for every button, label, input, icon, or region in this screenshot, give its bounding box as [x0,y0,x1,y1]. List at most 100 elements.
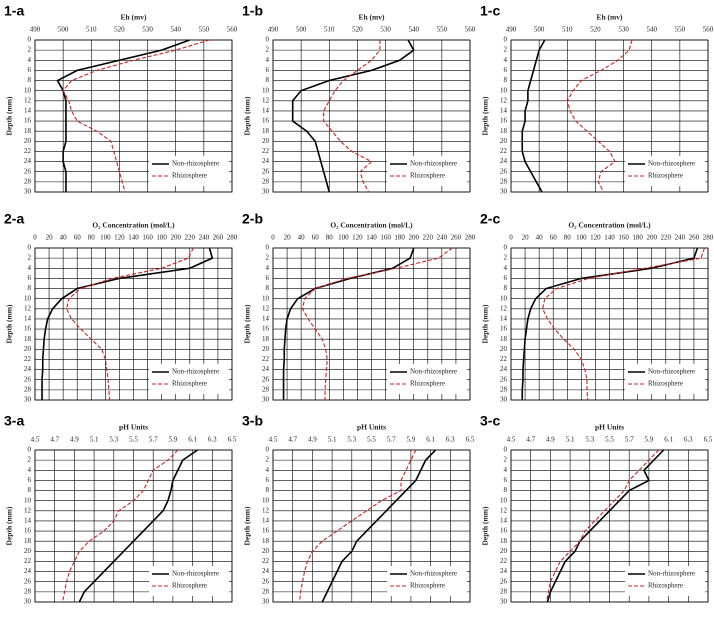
x-tick-label: 120 [590,234,601,242]
panel: 1-b Eh (mv) Depth (mm) 490 500 510 520 530 540 55… [242,3,476,196]
panel-title: 2-b [242,211,263,227]
legend-label: Non-rhizosphere [648,368,695,376]
x-tick-label: 220 [185,234,196,242]
x-tick-label: 100 [576,234,587,242]
x-tick-label: 5.5 [129,436,138,444]
y-tick-label: 2 [266,254,270,262]
legend-label: Non-rhizosphere [172,368,219,376]
x-axis-label: O₂ Concentration (mol/L) [92,221,175,230]
plot-frame [272,247,471,401]
x-tick-label: 6.3 [684,436,693,444]
x-axis-label: Eh (mv) [120,13,147,22]
x-tick-label: 140 [128,234,139,242]
x-tick-label: 490 [506,26,517,34]
x-tick-label: 5.5 [367,436,376,444]
legend-label: Rhizosphere [648,172,683,180]
legend-label: Non-rhizosphere [648,570,695,578]
x-tick-label: 560 [227,26,238,34]
series-line [41,247,214,400]
y-axis-label: Depth (mm) [481,96,490,135]
x-tick-label: 280 [465,234,476,242]
legend-box [387,156,467,186]
y-tick-label: 0 [28,244,32,252]
y-tick-label: 30 [500,188,508,196]
panel: 3-b pH Units Depth (mm) 4.5 4.7 4.9 5.1 5.3 5.5 5… [242,413,475,606]
x-tick-label: 60 [74,234,82,242]
x-tick-label: 160 [618,234,629,242]
x-tick-label: 4.5 [507,436,516,444]
y-tick-label: 8 [28,486,32,494]
x-tick-label: 6.1 [188,436,197,444]
panel: 2-a O₂ Concentration (mol/L)Depth (mm)0 20… [4,211,238,404]
y-tick-label: 24 [24,157,32,165]
y-tick-label: 16 [24,527,32,535]
y-tick-label: 28 [262,587,270,595]
y-tick-label: 4 [504,466,508,474]
panel: 2-b O₂ Concentration (mol/L)Depth (mm)0 20… [242,211,476,404]
y-tick-label: 8 [504,76,508,84]
y-tick-label: 4 [266,56,270,64]
y-tick-label: 28 [262,177,270,185]
panel-title: 1-c [480,3,500,19]
y-tick-label: 18 [500,127,508,135]
y-tick-label: 0 [504,244,508,252]
panel: 1-a Eh (mv) Depth (mm) 490 500 510 520 530 540 55… [4,3,238,196]
y-tick-label: 20 [24,137,32,145]
y-axis-label: Depth (mm) [243,506,252,545]
panel-title: 1-a [4,3,24,19]
legend-label: Non-rhizosphere [410,160,457,168]
y-tick-label: 12 [500,304,508,312]
x-tick-label: 520 [114,26,125,34]
y-tick-label: 24 [500,567,508,575]
x-tick-label: 560 [465,26,476,34]
y-tick-label: 14 [262,517,270,525]
y-tick-label: 20 [24,547,32,555]
x-tick-label: 240 [437,234,448,242]
y-tick-label: 14 [262,107,270,115]
x-tick-label: 40 [298,234,306,242]
x-tick-label: 6.5 [704,436,713,444]
y-tick-label: 18 [500,335,508,343]
y-tick-label: 2 [504,456,508,464]
y-tick-label: 10 [500,496,508,504]
y-tick-label: 0 [266,36,270,44]
x-tick-label: 4.7 [288,436,297,444]
y-axis-label: Depth (mm) [243,304,252,343]
x-tick-label: 4.5 [269,436,278,444]
x-tick-label: 540 [170,26,181,34]
x-tick-label: 40 [536,234,544,242]
y-tick-label: 2 [28,46,32,54]
y-tick-label: 22 [262,557,270,565]
x-tick-label: 220 [661,234,672,242]
x-tick-label: 20 [522,234,530,242]
y-tick-label: 18 [24,127,32,135]
y-tick-label: 26 [262,577,270,585]
y-tick-label: 20 [500,345,508,353]
y-tick-label: 12 [24,304,32,312]
y-tick-label: 10 [262,294,270,302]
y-tick-label: 20 [262,345,270,353]
x-tick-label: 60 [550,234,558,242]
series-line [323,40,381,193]
y-tick-label: 30 [262,598,270,606]
legend-box [625,566,705,596]
y-axis-label: Depth (mm) [243,96,252,135]
y-tick-label: 16 [262,527,270,535]
x-tick-label: 160 [142,234,153,242]
x-tick-label: 500 [58,26,69,34]
x-tick-label: 560 [703,26,714,34]
y-tick-label: 12 [24,506,32,514]
y-tick-label: 2 [504,46,508,54]
series-line [62,449,179,603]
x-tick-label: 5.1 [90,436,99,444]
x-tick-label: 4.9 [70,436,79,444]
legend-label: Rhizosphere [410,582,445,590]
x-tick-label: 0 [509,234,513,242]
legend-label: Non-rhizosphere [648,160,695,168]
x-tick-label: 5.9 [645,436,654,444]
y-tick-label: 6 [28,66,32,74]
y-tick-label: 26 [500,577,508,585]
x-tick-label: 5.9 [407,436,416,444]
y-tick-label: 18 [24,335,32,343]
x-tick-label: 20 [284,234,292,242]
